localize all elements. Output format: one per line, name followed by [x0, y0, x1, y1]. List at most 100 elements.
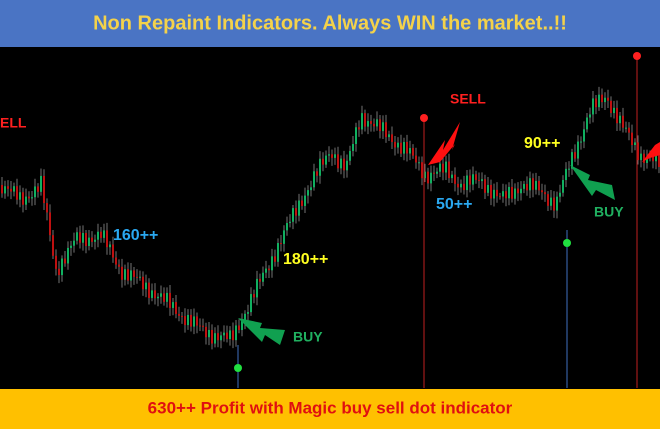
candle-body [289, 221, 291, 224]
candle-body [550, 197, 552, 206]
candle-body [46, 203, 48, 213]
candle-body [139, 276, 141, 278]
candle-body [475, 174, 477, 180]
candle-body [553, 197, 555, 211]
candle-body [178, 313, 180, 316]
candle-body [232, 330, 234, 341]
candle-body [556, 196, 558, 211]
candle-body [4, 186, 6, 194]
candle-body [283, 230, 285, 244]
candle-body [631, 132, 633, 146]
candle-body [313, 171, 315, 188]
sell-label: ELL [0, 115, 27, 131]
candle-body [619, 115, 621, 124]
candle-body [88, 237, 90, 246]
candle-body [253, 294, 255, 298]
candle-body [286, 223, 288, 231]
candle-body [169, 292, 171, 308]
candle-body [217, 333, 219, 341]
candle-body [331, 154, 333, 158]
candle-body [655, 153, 657, 162]
candle-body [172, 302, 174, 308]
candle-body [142, 276, 144, 290]
candle-body [592, 98, 594, 115]
candle-body [430, 172, 432, 184]
candle-body [640, 153, 642, 161]
candle-body [532, 178, 534, 190]
candle-body [373, 123, 375, 127]
candle-body [514, 188, 516, 199]
candle-body [106, 230, 108, 248]
candle-body [322, 158, 324, 165]
candle-body [208, 329, 210, 338]
candle-body [196, 316, 198, 326]
candle-body [358, 127, 360, 130]
candle-body [91, 237, 93, 242]
candle-body [460, 183, 462, 188]
candle-body [340, 158, 342, 169]
buy-arrow [238, 318, 285, 345]
candle-body [535, 180, 537, 190]
candle-body [478, 179, 480, 182]
candle-body [472, 174, 474, 185]
candle-body [328, 154, 330, 156]
candle-body [31, 197, 33, 199]
candle-body [574, 152, 576, 159]
candle-body [70, 245, 72, 248]
candle-body [412, 148, 414, 156]
candle-body [229, 330, 231, 340]
candle-body [268, 268, 270, 271]
candle-body [343, 158, 345, 171]
candle-body [61, 258, 63, 276]
candle-body [280, 243, 282, 245]
candle-body [607, 97, 609, 101]
candle-body [307, 190, 309, 196]
candle-body [109, 244, 111, 248]
candle-body [355, 127, 357, 145]
candle-body [391, 134, 393, 142]
candle-body [376, 119, 378, 127]
candle-body [58, 268, 60, 276]
candle-body [496, 189, 498, 197]
candle-body [526, 183, 528, 191]
candle-body [265, 268, 267, 273]
candle-body [448, 161, 450, 179]
candle-body [595, 98, 597, 108]
candle-body [481, 179, 483, 182]
candle-body [181, 315, 183, 317]
candle-body [298, 200, 300, 216]
candle-body [382, 122, 384, 132]
candle-body [73, 240, 75, 246]
candle-body [241, 321, 243, 331]
candle-body [148, 282, 150, 298]
candle-body [67, 247, 69, 264]
candle-body [277, 243, 279, 262]
candle-body [541, 190, 543, 193]
candle-body [274, 256, 276, 262]
candle-body [421, 162, 423, 179]
candle-body [10, 188, 12, 192]
candle-body [127, 269, 129, 281]
candle-body [469, 175, 471, 185]
candle-body [151, 290, 153, 298]
candle-body [454, 174, 456, 184]
candle-body [445, 161, 447, 173]
candle-body [508, 186, 510, 199]
candle-body [544, 192, 546, 195]
candle-body [97, 231, 99, 240]
candle-body [370, 121, 372, 124]
candle-body [409, 148, 411, 154]
candle-body [406, 141, 408, 154]
candle-body [583, 129, 585, 142]
candle-body [244, 313, 246, 322]
buy-arrow [570, 165, 615, 200]
candle-body [64, 258, 66, 264]
sell-arrow [642, 142, 660, 162]
candle-body [118, 264, 120, 267]
candle-body [325, 155, 327, 165]
candle-body [37, 186, 39, 192]
candle-body [490, 184, 492, 199]
candle-body [388, 134, 390, 138]
sell-label: SELL [450, 91, 486, 107]
